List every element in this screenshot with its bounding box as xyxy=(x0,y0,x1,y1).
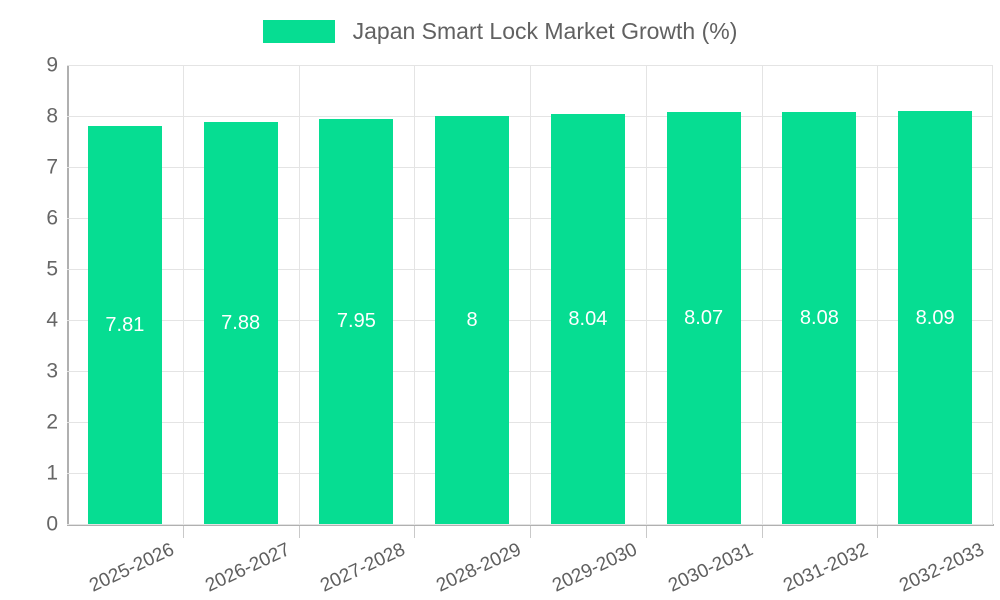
gridline-vertical xyxy=(530,65,531,524)
bar-slot: 8.07 xyxy=(666,65,741,524)
bar-value-label: 7.88 xyxy=(221,312,261,335)
x-axis-tick-mark xyxy=(414,526,416,538)
plot-area: 7.81 7.88 7.95 8 8.04 8.07 8.08 8.09 xyxy=(67,65,993,525)
x-axis-tick-mark xyxy=(182,526,184,538)
bar-slot: 8.08 xyxy=(782,65,857,524)
bar-slot: 7.81 xyxy=(87,65,162,524)
legend-label: Japan Smart Lock Market Growth (%) xyxy=(352,17,738,44)
x-axis-line xyxy=(67,524,994,526)
gridline-vertical xyxy=(298,65,300,524)
bar-slot: 8.04 xyxy=(550,65,625,524)
x-axis-tick-mark xyxy=(645,526,647,538)
y-axis-tick-label: 9 xyxy=(46,53,58,77)
bar-value-label: 7.81 xyxy=(105,313,145,336)
y-axis-line xyxy=(67,65,69,525)
bar[interactable] xyxy=(319,118,394,524)
gridline-vertical xyxy=(645,65,647,524)
y-axis-tick-label: 4 xyxy=(46,308,58,332)
y-axis-tick-label: 1 xyxy=(46,461,58,485)
x-axis-tick-mark xyxy=(877,526,879,538)
bar-value-label: 7.95 xyxy=(336,310,376,333)
x-axis-tick-label: 2025-2026 xyxy=(86,539,178,597)
gridline-vertical xyxy=(414,65,416,524)
bar-value-label: 8.09 xyxy=(915,306,955,329)
gridline-vertical xyxy=(182,65,184,524)
y-axis-tick-label: 3 xyxy=(46,359,58,383)
y-axis-tick-label: 0 xyxy=(46,512,58,536)
y-axis-tick-label: 6 xyxy=(46,206,58,230)
bar[interactable] xyxy=(87,125,162,524)
gridline-vertical xyxy=(877,65,879,524)
bar-value-label: 8 xyxy=(466,309,478,331)
x-axis-tick-mark xyxy=(298,526,300,538)
x-axis-tick-mark xyxy=(761,526,763,538)
bar[interactable] xyxy=(782,111,857,524)
gridline-horizontal xyxy=(67,524,993,525)
x-axis-tick-mark xyxy=(530,526,531,538)
bar-slot: 8.09 xyxy=(898,65,973,524)
y-axis-tick-label: 8 xyxy=(46,104,58,128)
bar-slot: 8 xyxy=(435,65,510,524)
bar[interactable] xyxy=(203,122,278,524)
bar-slot: 7.88 xyxy=(203,65,278,524)
bar-value-label: 8.07 xyxy=(684,307,724,330)
bar-slot: 7.95 xyxy=(319,65,394,524)
bar[interactable] xyxy=(550,113,625,524)
bar-value-label: 8.04 xyxy=(568,307,608,330)
bar-value-label: 8.08 xyxy=(799,306,839,329)
bar[interactable] xyxy=(666,112,741,524)
bar[interactable] xyxy=(435,116,510,524)
bar[interactable] xyxy=(898,111,973,524)
y-axis-tick-label: 5 xyxy=(46,257,58,281)
chart-legend: Japan Smart Lock Market Growth (%) xyxy=(0,14,1000,48)
legend-color-swatch[interactable] xyxy=(262,19,335,43)
plot-right-edge xyxy=(992,65,993,524)
gridline-vertical xyxy=(761,65,763,524)
y-axis-tick-label: 7 xyxy=(46,155,58,179)
y-axis-tick-label: 2 xyxy=(46,410,58,434)
